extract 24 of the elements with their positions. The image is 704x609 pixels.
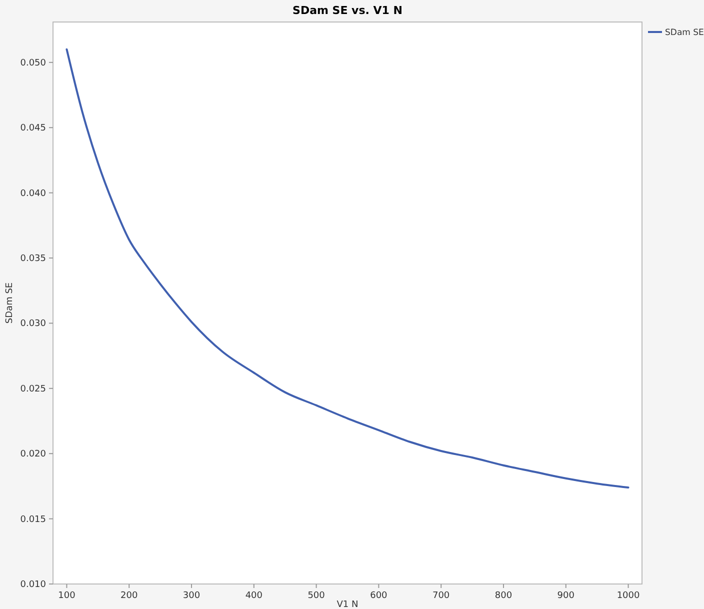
- y-tick-label: 0.010: [20, 580, 46, 590]
- y-tick-label: 0.035: [20, 254, 46, 264]
- x-tick-label: 800: [494, 591, 512, 601]
- x-tick-label: 900: [557, 591, 575, 601]
- x-tick-label: 300: [182, 591, 200, 601]
- x-axis-title: V1 N: [336, 600, 358, 609]
- y-tick-label: 0.045: [20, 124, 46, 134]
- x-tick-label: 100: [58, 591, 76, 601]
- chart-title: SDam SE vs. V1 N: [292, 4, 402, 17]
- y-tick-label: 0.015: [20, 514, 46, 525]
- y-tick-label: 0.020: [20, 450, 46, 460]
- x-tick-label: 700: [432, 591, 450, 601]
- y-tick-label: 0.025: [20, 384, 46, 394]
- y-tick-label: 0.030: [20, 319, 46, 330]
- legend-label: SDam SE: [665, 28, 704, 38]
- x-tick-label: 400: [245, 591, 263, 601]
- x-tick-label: 500: [308, 591, 326, 601]
- y-tick-label: 0.040: [20, 188, 46, 199]
- line-series: [66, 48, 630, 489]
- x-tick-label: 200: [120, 591, 138, 601]
- y-tick-label: 0.050: [20, 58, 46, 68]
- x-tick-label: 600: [370, 591, 388, 601]
- y-axis-title: SDam SE: [5, 282, 15, 324]
- x-tick-label: 1000: [616, 591, 640, 601]
